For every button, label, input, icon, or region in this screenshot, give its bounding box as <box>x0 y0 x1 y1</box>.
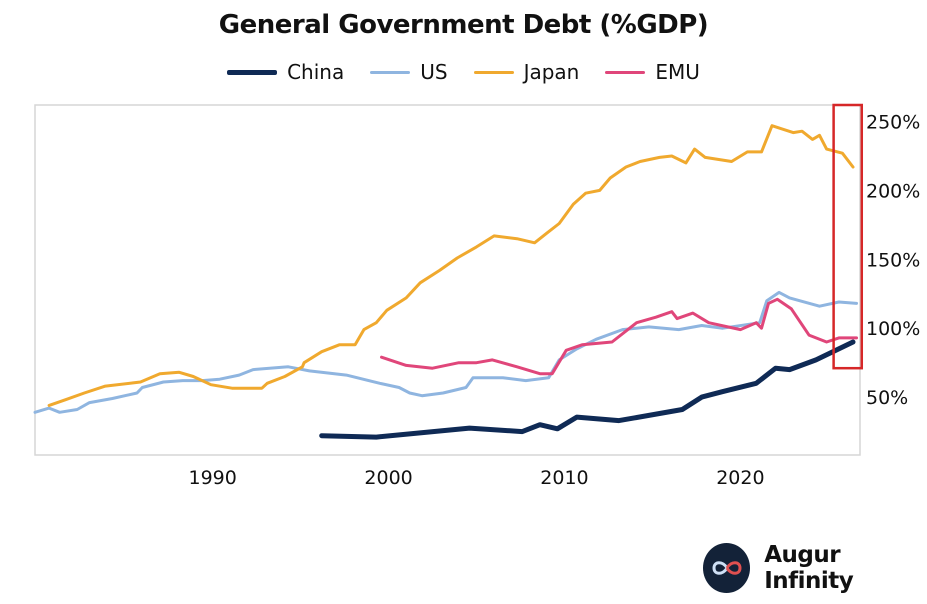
legend-label: US <box>420 60 448 84</box>
series-line-emu <box>380 297 858 376</box>
legend-swatch <box>473 70 514 74</box>
brand-logo: Augur Infinity <box>703 542 927 594</box>
highlight-box <box>832 103 864 370</box>
series-line-china <box>319 339 856 440</box>
legend-item-japan: Japan <box>473 60 580 84</box>
series-line-us <box>33 290 858 414</box>
x-tick-label: 1990 <box>188 467 236 489</box>
infinity-logo-icon <box>703 543 751 593</box>
legend-swatch <box>227 69 278 75</box>
legend-swatch <box>370 70 411 74</box>
legend-item-china: China <box>227 60 344 84</box>
legend-label: China <box>287 60 345 84</box>
legend: China US Japan EMU <box>0 60 927 84</box>
legend-item-emu: EMU <box>605 60 700 84</box>
legend-swatch <box>605 70 646 74</box>
x-tick-label: 2020 <box>716 467 764 489</box>
x-tick-label: 2000 <box>364 467 412 489</box>
x-tick-label: 2010 <box>540 467 588 489</box>
y-tick-label: 150% <box>866 249 920 271</box>
series-line-japan <box>47 124 855 407</box>
plot-frame <box>34 104 861 456</box>
y-tick-label: 200% <box>866 180 920 202</box>
brand-name: Augur Infinity <box>764 542 854 594</box>
chart-title: General Government Debt (%GDP) <box>218 10 709 40</box>
y-tick-label: 100% <box>866 318 920 340</box>
y-tick-label: 250% <box>866 112 920 134</box>
legend-label: Japan <box>523 60 580 84</box>
y-tick-label: 50% <box>866 387 908 409</box>
legend-item-us: US <box>370 60 448 84</box>
legend-label: EMU <box>655 60 700 84</box>
